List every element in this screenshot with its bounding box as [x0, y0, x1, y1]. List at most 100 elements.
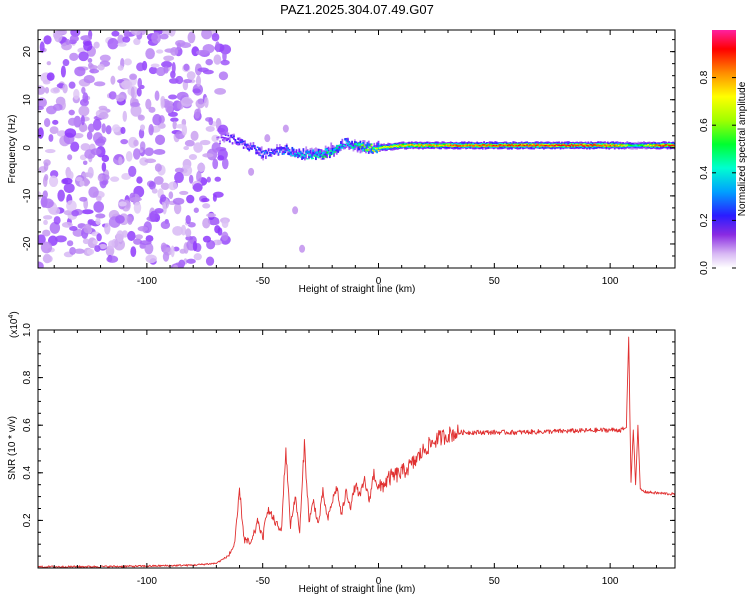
- spectrogram-ridge-cell: [602, 144, 605, 148]
- colorbar-tick-label: 0.0: [699, 261, 710, 275]
- spectrogram-noise-blob: [175, 123, 187, 129]
- spectrogram-ridge-cell: [328, 154, 331, 157]
- spectrogram-ridge-cell: [427, 144, 430, 146]
- spectrogram-noise-blob: [50, 87, 61, 94]
- spectrogram-ridge-cell: [551, 144, 554, 147]
- spectrogram-ridge-cell: [281, 151, 284, 155]
- spectrogram-ridge-cell: [326, 151, 328, 154]
- spectrogram-noise-blob: [89, 68, 100, 74]
- spectrogram-ridge-cell: [558, 144, 561, 146]
- spectrogram-y-tick-label: 0: [22, 145, 33, 151]
- spectrogram-ridge-cell: [291, 146, 294, 150]
- spectrogram-ridge-cell: [541, 144, 544, 147]
- spectrogram-noise-blob: [201, 30, 213, 40]
- spectrogram-noise-blob: [128, 165, 137, 177]
- spectrogram-ridge-cell: [245, 143, 248, 146]
- spectrogram-noise-blob: [170, 245, 175, 258]
- spectrogram-ridge-cell: [388, 146, 391, 148]
- spectrogram-noise-blob: [215, 41, 220, 53]
- spectrogram-ridge-cell: [359, 143, 362, 146]
- spectrogram-noise-blob: [194, 108, 201, 119]
- snr-x-axis-label: Height of straight line (km): [299, 584, 416, 595]
- spectrogram-ridge-cell: [237, 141, 240, 146]
- spectrogram-ridge-cell: [612, 144, 615, 146]
- spectrogram-ridge-cell: [312, 149, 315, 152]
- spectrogram-ridge-cell: [288, 150, 291, 152]
- spectrogram-ridge-cell: [494, 145, 497, 147]
- spectrogram-ridge-cell: [367, 148, 370, 154]
- spectrogram-ridge-cell: [416, 144, 419, 148]
- spectrogram-noise-blob: [202, 43, 215, 54]
- spectrogram-ridge-cell: [294, 153, 296, 156]
- spectrogram-ridge-cell: [369, 146, 372, 149]
- spectrogram-ridge-cell: [256, 146, 259, 148]
- spectrogram-noise-blob: [173, 246, 180, 252]
- spectrogram-ridge-cell: [615, 143, 618, 146]
- spectrogram-noise-blob: [80, 35, 93, 41]
- spectrogram-noise-blob: [174, 167, 184, 173]
- spectrogram-noise-blob: [221, 219, 229, 229]
- spectrogram-ridge-cell: [291, 155, 294, 157]
- spectrogram-ridge-cell: [374, 148, 377, 151]
- spectrogram-ridge-cell: [274, 150, 277, 153]
- spectrogram-noise-blob: [95, 217, 101, 225]
- spectrogram-ridge-cell: [367, 143, 370, 148]
- spectrogram-ridge-cell: [344, 145, 347, 147]
- spectrogram-ridge-cell: [338, 144, 341, 146]
- spectrogram-noise-blob: [186, 194, 195, 204]
- spectrogram-ridge-cell: [345, 139, 348, 142]
- spectrogram-ridge-cell: [627, 144, 630, 148]
- spectrogram-ridge-cell: [330, 142, 333, 150]
- spectrogram-ridge-cell: [317, 148, 320, 153]
- spectrogram-ridge-cell: [390, 145, 392, 148]
- spectrogram-ridge-cell: [623, 144, 626, 146]
- spectrogram-ridge-cell: [326, 153, 328, 159]
- spectrogram-noise-blob: [72, 228, 84, 237]
- spectrogram-ridge-cell: [338, 145, 341, 150]
- colorbar: 0.0 0.2 0.4 0.6 0.8 Normalized spectral ampl…: [699, 30, 748, 275]
- spectrogram-ridge-cell: [251, 145, 253, 147]
- spectrogram-noise-blob: [185, 235, 193, 241]
- spectrogram-ridge-cell: [381, 146, 384, 149]
- spectrogram-ridge-cell: [619, 144, 622, 146]
- spectrogram-ridge-cell: [665, 144, 668, 147]
- spectrogram-ridge-cell: [416, 144, 419, 146]
- spectrogram-ridge-cell: [438, 144, 441, 147]
- spectrogram-ridge-cell: [492, 144, 495, 147]
- spectrogram-ridge-cell: [620, 145, 623, 147]
- spectrogram-noise-blob: [148, 66, 158, 75]
- spectrogram-noise-blob: [202, 153, 214, 158]
- spectrogram-ridge-cell: [595, 144, 598, 147]
- spectrogram-noise-blob: [148, 123, 154, 136]
- spectrogram-noise-blob: [176, 42, 181, 50]
- spectrogram-ridge-cell: [544, 145, 547, 147]
- spectrogram-ridge-cell: [574, 145, 577, 147]
- spectrogram-ridge-cell: [415, 144, 417, 148]
- spectrogram-noise-blob: [181, 164, 193, 177]
- spectrogram-y-tick-label: 10: [22, 94, 33, 106]
- spectrogram-ridge-cell: [422, 145, 424, 147]
- spectrogram-ridge-cell: [609, 145, 612, 147]
- spectrogram-noise-blob: [118, 156, 123, 166]
- spectrogram-noise-blob: [43, 219, 48, 226]
- spectrogram-ridge-cell: [362, 149, 365, 152]
- spectrogram-noise-blob: [185, 214, 191, 225]
- spectrogram-ridge-cell: [283, 146, 285, 150]
- spectrogram-noise-blob: [264, 134, 271, 143]
- spectrogram-ridge-cell: [515, 144, 517, 147]
- spectrogram-ridge-cell: [408, 144, 410, 148]
- spectrogram-ridge-cell: [634, 144, 637, 147]
- spectrogram-ridge-cell: [269, 154, 271, 157]
- spectrogram-ridge-cell: [536, 144, 538, 146]
- spectrogram-ridge-cell: [245, 144, 248, 148]
- spectrogram-ridge-cell: [295, 154, 298, 157]
- spectrogram-noise-blob: [160, 242, 167, 252]
- spectrogram-ridge-cell: [276, 151, 278, 153]
- snr-x-tick-label: -100: [137, 576, 157, 587]
- spectrogram-ridge-cell: [276, 144, 278, 150]
- spectrogram-noise-blob: [49, 126, 59, 135]
- spectrogram-ridge-cell: [305, 150, 308, 154]
- spectrogram-noise-blob: [133, 148, 141, 160]
- spectrogram-ridge-cell: [380, 147, 383, 149]
